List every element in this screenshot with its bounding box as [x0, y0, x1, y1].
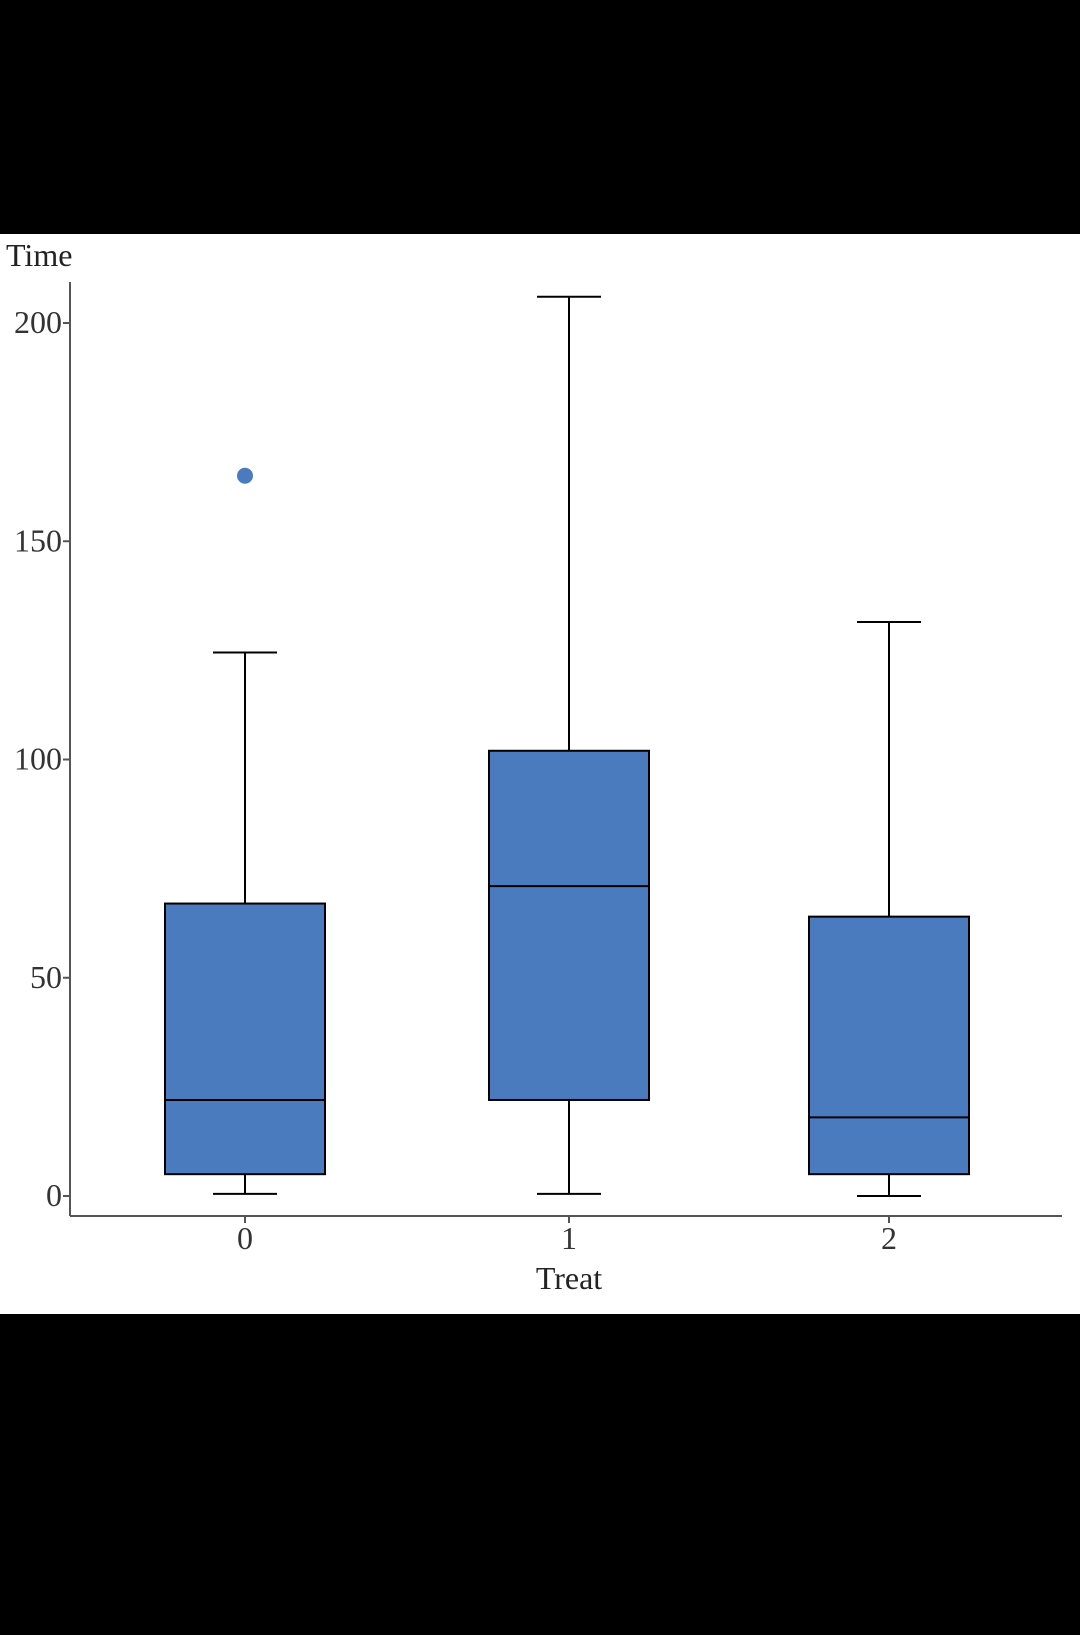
box-group-1: [488, 295, 650, 1195]
y-tick-label: 100: [14, 741, 62, 777]
x-axis-title: Treat: [536, 1260, 602, 1296]
outlier-point: [237, 467, 253, 484]
iqr-box: [808, 915, 970, 1176]
y-tick-label: 200: [14, 304, 62, 340]
box-group-0: [164, 467, 326, 1195]
y-axis-title: Time: [6, 237, 72, 273]
box-series: [164, 295, 970, 1197]
iqr-box: [164, 902, 326, 1176]
x-tick-label: 2: [881, 1220, 897, 1256]
box-group-2: [808, 621, 970, 1197]
plot-panel: Time Treat 0 50 100 150 200 0 1 2: [0, 234, 1080, 1314]
y-tick-label: 0: [46, 1177, 62, 1213]
iqr-box: [488, 749, 650, 1101]
x-tick-label: 0: [237, 1220, 253, 1256]
y-tick-label: 150: [14, 522, 62, 558]
x-tick-label: 1: [561, 1220, 577, 1256]
x-axis-ticks: 0 1 2: [237, 1216, 897, 1256]
y-tick-label: 50: [30, 959, 62, 995]
y-axis-ticks: 0 50 100 150 200: [14, 304, 70, 1213]
box-plot-chart: Time Treat 0 50 100 150 200 0 1 2: [6, 237, 1062, 1296]
